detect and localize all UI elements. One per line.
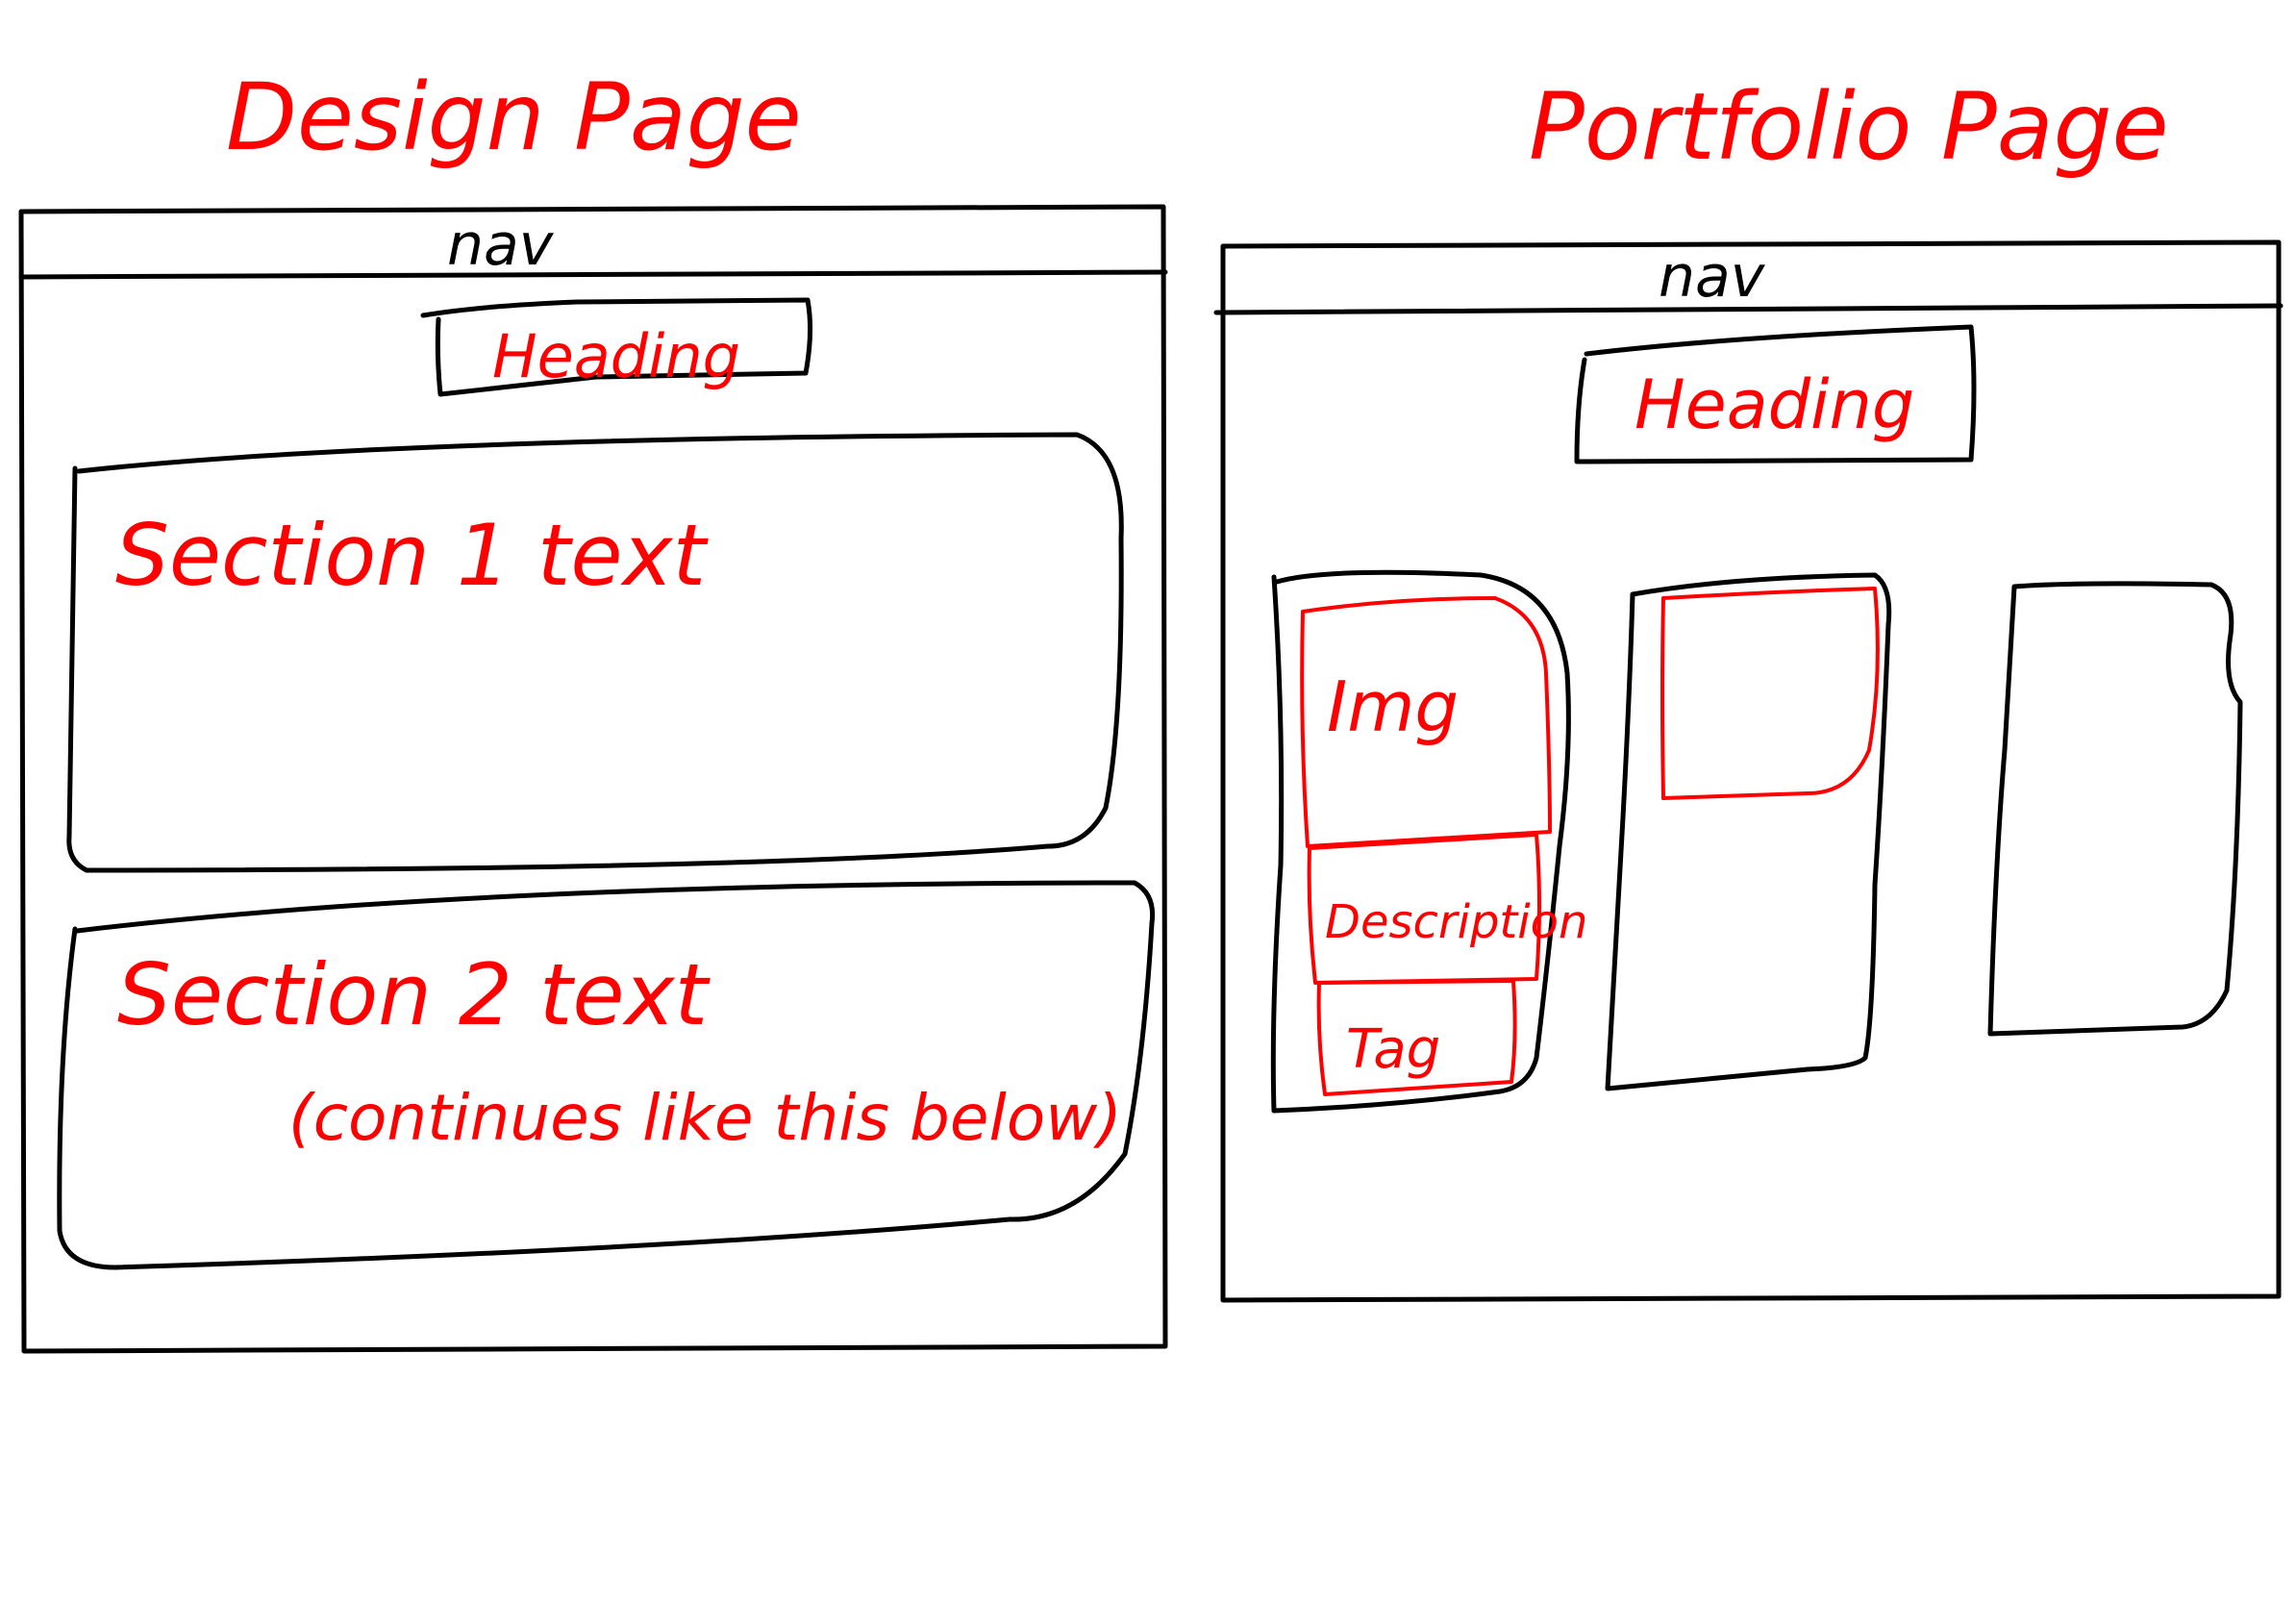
portfolio-card-1 [1270, 569, 1571, 1114]
design-nav-label: nav [447, 212, 555, 279]
portfolio-page-title: Portfolio Page [1529, 73, 2169, 181]
card-img-area [1300, 596, 1552, 848]
portfolio-page-frame [1220, 239, 2282, 1303]
portfolio-heading-label: Heading [1635, 365, 1914, 444]
portfolio-heading-box [1574, 324, 1977, 464]
design-section-2-box [57, 880, 1156, 1270]
design-section-1-box [66, 432, 1124, 873]
card-tag-label: Tag [1346, 1018, 1440, 1081]
design-section-2-label: Section 2 text [117, 945, 711, 1044]
portfolio-card-3 [1987, 581, 2243, 1037]
design-page-wireframe: Design Page nav Heading Section 1 text S… [18, 63, 1168, 1354]
card-description-area [1307, 833, 1541, 985]
card-tag-area [1316, 979, 1517, 1096]
design-heading-box [420, 297, 813, 397]
portfolio-page-wireframe: Portfolio Page nav Heading Img Descripti… [1213, 73, 2284, 1303]
design-section-2-note: (continues like this below) [288, 1081, 1122, 1155]
portfolio-nav-label: nav [1659, 243, 1766, 311]
card-2-img-area [1660, 587, 1880, 800]
portfolio-card-2 [1605, 572, 1892, 1091]
portfolio-nav-bar [1213, 303, 2284, 315]
design-nav-bar [18, 269, 1168, 280]
design-section-1-label: Section 1 text [115, 506, 710, 605]
card-img-label: Img [1327, 666, 1459, 747]
design-page-frame [18, 204, 1168, 1354]
card-description-label: Description [1325, 895, 1587, 949]
design-page-title: Design Page [226, 63, 802, 171]
design-heading-label: Heading [492, 321, 740, 391]
